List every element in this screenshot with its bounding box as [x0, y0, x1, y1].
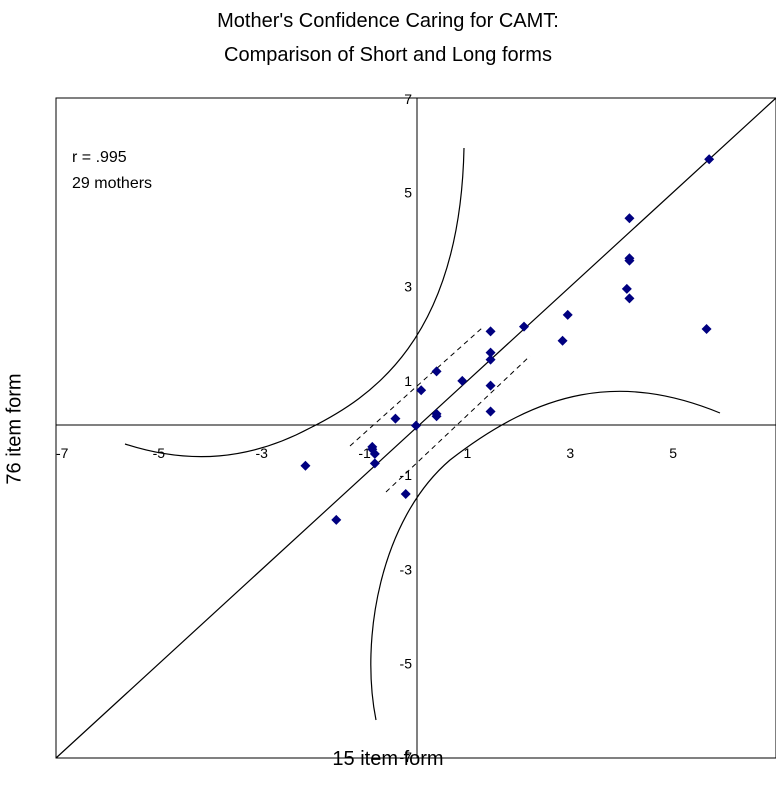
- data-point: [622, 284, 632, 294]
- correlation-annotation: r = .995: [72, 149, 127, 166]
- data-point: [300, 461, 310, 471]
- x-tick-labels: -7 -5 -3 -1 1 3 5: [56, 445, 677, 461]
- y-tick-label: 5: [404, 184, 412, 200]
- y-tick-label: -5: [400, 656, 413, 672]
- upper-left-hyperbola: [125, 148, 464, 457]
- x-tick-label: 5: [669, 445, 677, 461]
- data-point: [558, 336, 568, 346]
- data-point: [486, 381, 496, 391]
- lower-right-hyperbola: [371, 391, 720, 720]
- y-tick-label: -3: [400, 561, 413, 577]
- data-point: [486, 326, 496, 336]
- data-point: [390, 414, 400, 424]
- data-points: [300, 154, 714, 525]
- x-tick-label: -7: [56, 445, 69, 461]
- y-tick-label: 7: [404, 91, 412, 107]
- data-point: [702, 324, 712, 334]
- x-axis-label: 15 item form: [0, 748, 776, 771]
- data-point: [370, 458, 380, 468]
- x-tick-label: 3: [566, 445, 574, 461]
- y-tick-label: 3: [404, 279, 412, 295]
- x-tick-label: -3: [255, 445, 268, 461]
- x-tick-label: -5: [153, 445, 166, 461]
- sample-size-annotation: 29 mothers: [72, 175, 152, 192]
- y-tick-label: 1: [404, 373, 412, 389]
- y-tick-label: -1: [400, 467, 413, 483]
- data-point: [624, 213, 634, 223]
- data-point: [563, 310, 573, 320]
- data-point: [401, 489, 411, 499]
- x-tick-label: 1: [464, 445, 472, 461]
- data-point: [457, 376, 467, 386]
- data-point: [416, 385, 426, 395]
- data-point: [411, 421, 421, 431]
- y-axis-label: 76 item form: [4, 373, 27, 484]
- data-point: [432, 366, 442, 376]
- data-point: [331, 515, 341, 525]
- data-point: [486, 407, 496, 417]
- data-point: [624, 293, 634, 303]
- data-point: [519, 322, 529, 332]
